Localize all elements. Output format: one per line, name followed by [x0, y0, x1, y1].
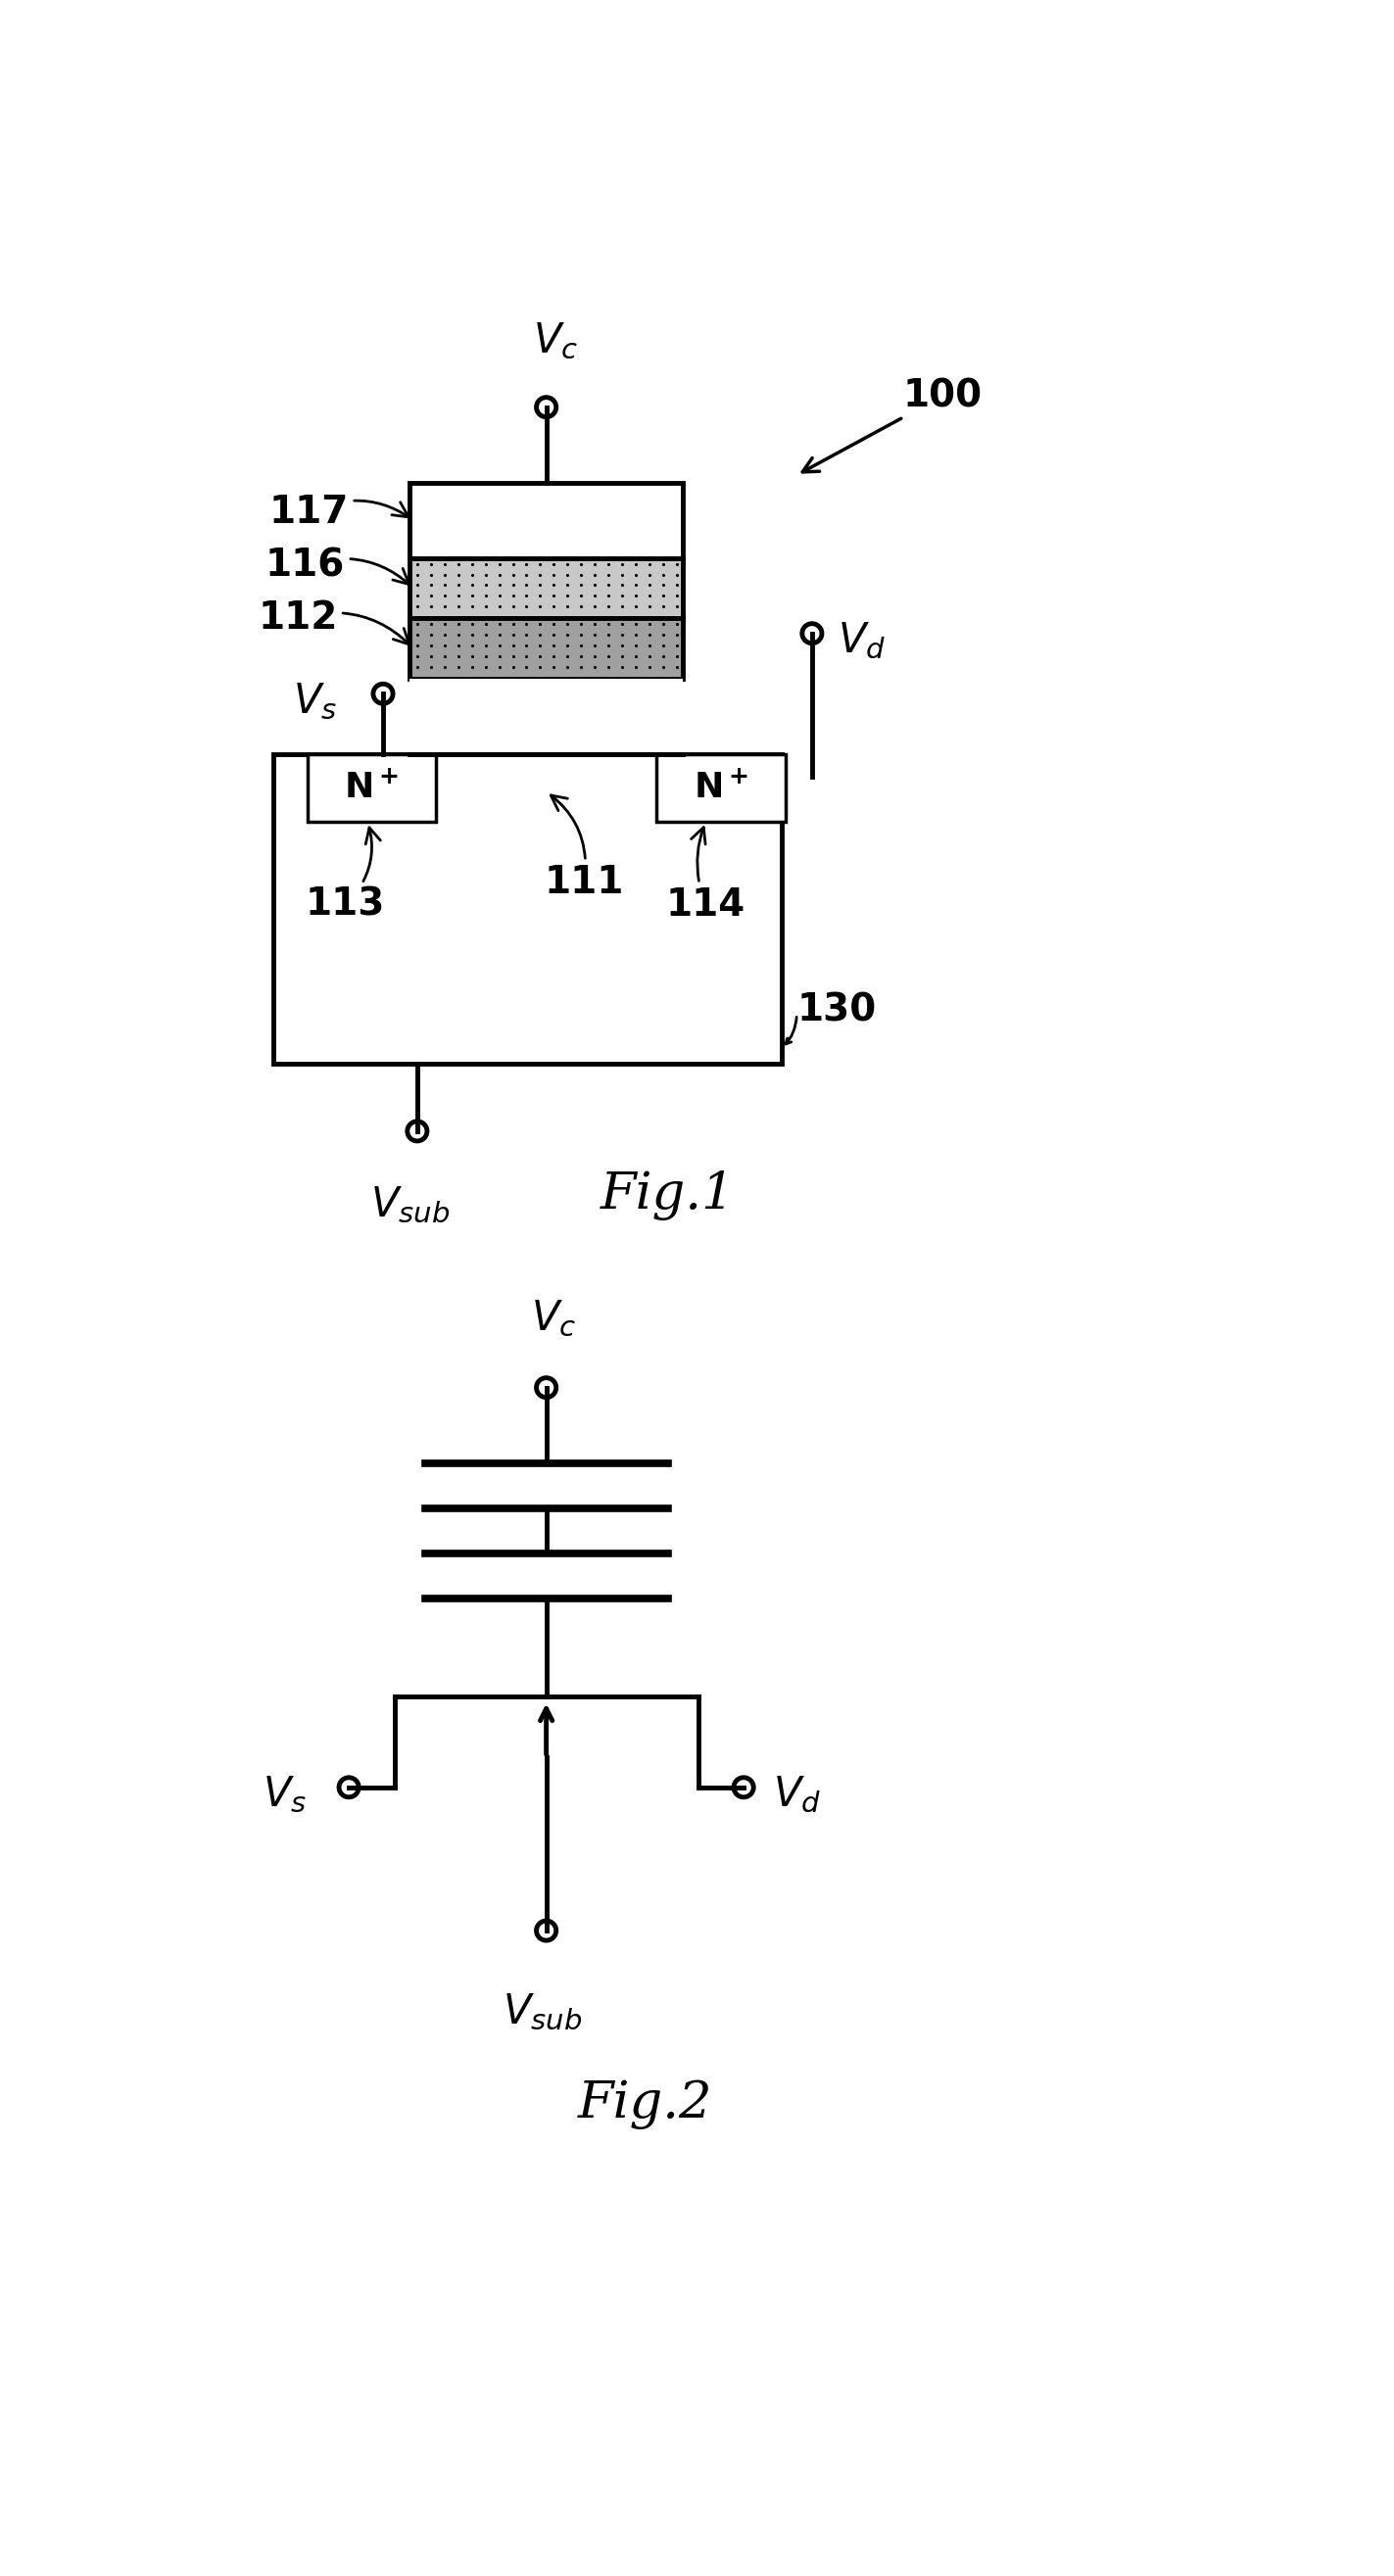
- Text: 100: 100: [803, 376, 983, 471]
- Text: $\mathbf{N^+}$: $\mathbf{N^+}$: [693, 770, 749, 804]
- Text: 114: 114: [666, 827, 746, 925]
- Text: $V_s$: $V_s$: [262, 1775, 307, 1816]
- Text: $V_s$: $V_s$: [293, 680, 337, 721]
- Text: $V_d$: $V_d$: [838, 621, 885, 662]
- Text: 113: 113: [305, 827, 385, 925]
- Text: Fig.2: Fig.2: [577, 2079, 712, 2130]
- Text: $V_c$: $V_c$: [533, 322, 579, 361]
- Text: 116: 116: [265, 546, 408, 585]
- Text: 130: 130: [797, 992, 877, 1030]
- Text: Fig.1: Fig.1: [601, 1170, 735, 1221]
- Text: $V_d$: $V_d$: [772, 1775, 821, 1816]
- Text: $V_{sub}$: $V_{sub}$: [369, 1185, 449, 1226]
- Bar: [657, 755, 785, 822]
- Bar: [410, 559, 683, 618]
- Text: $V_{sub}$: $V_{sub}$: [503, 1991, 583, 2032]
- Bar: [410, 482, 683, 559]
- Bar: [307, 755, 436, 822]
- Text: 112: 112: [258, 600, 410, 644]
- Text: $\mathbf{N^+}$: $\mathbf{N^+}$: [344, 770, 399, 804]
- Bar: [273, 755, 782, 1064]
- Bar: [410, 677, 683, 693]
- Text: 117: 117: [269, 495, 408, 531]
- Text: $V_c$: $V_c$: [531, 1298, 577, 1340]
- Bar: [410, 618, 683, 677]
- Text: 111: 111: [545, 796, 625, 902]
